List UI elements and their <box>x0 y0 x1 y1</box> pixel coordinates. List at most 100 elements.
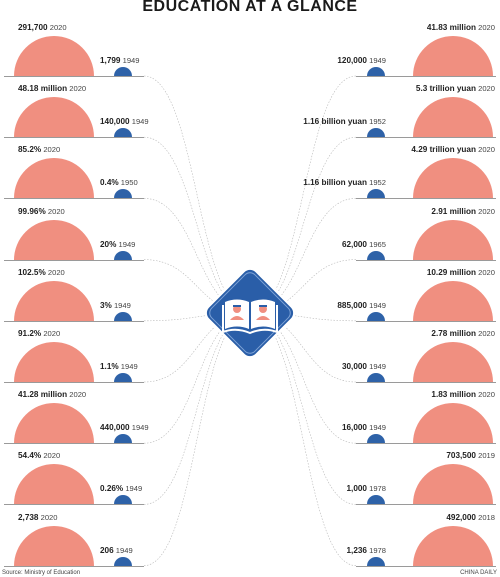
current-year: 2020 <box>67 84 87 94</box>
connector-line <box>143 312 251 444</box>
connector-line <box>249 312 357 505</box>
past-value-label: 0.4% 1950 <box>100 178 138 187</box>
past-value: 1,236 <box>346 545 367 555</box>
connector-line <box>249 75 357 314</box>
current-value: 54.4% <box>18 451 42 461</box>
credit-note: CHINA DAILY <box>460 570 497 576</box>
baseline <box>356 198 496 200</box>
baseline <box>4 320 144 322</box>
current-value: 41.83 million <box>426 23 476 32</box>
past-value-label: 440,000 1949 <box>100 423 149 432</box>
baseline <box>356 259 496 261</box>
current-value-label: 5.3 trillion yuan 2020 <box>416 84 495 93</box>
baseline <box>356 320 496 322</box>
past-value: 885,000 <box>337 300 367 310</box>
past-year: 1949 <box>111 300 131 310</box>
past-value: 30,000 <box>341 362 367 371</box>
past-year: 1978 <box>366 484 386 494</box>
past-year: 1949 <box>118 362 138 371</box>
past-value-label: 1.1% 1949 <box>100 362 138 371</box>
baseline <box>4 259 144 261</box>
past-value-label: 1.16 billion yuan 1952 <box>303 178 386 187</box>
past-value-dome <box>367 495 385 505</box>
baseline <box>4 137 144 139</box>
current-value: 2.78 million <box>431 329 476 338</box>
current-value-label: 91.2% 2020 <box>18 329 60 338</box>
current-year: 2020 <box>41 329 61 338</box>
current-year: 2020 <box>41 145 61 155</box>
past-value-label: 16,000 1949 <box>342 423 386 432</box>
past-year: 1949 <box>116 239 136 249</box>
past-value-label: 1,236 1978 <box>346 546 386 555</box>
current-value: 492,000 <box>446 512 476 522</box>
past-value: 0.4% <box>100 178 119 188</box>
past-value: 1,799 <box>100 56 121 65</box>
past-value-label: 20% 1949 <box>100 240 135 249</box>
current-year: 2020 <box>475 329 495 338</box>
past-value-label: 1.16 billion yuan 1952 <box>303 117 386 126</box>
current-value: 85.2% <box>18 145 42 155</box>
current-value: 99.96% <box>18 206 46 216</box>
past-year: 1949 <box>366 423 386 433</box>
past-value: 16,000 <box>341 423 367 433</box>
current-year: 2019 <box>475 451 495 461</box>
past-year: 1952 <box>366 117 386 127</box>
current-year: 2020 <box>38 512 58 522</box>
past-value-label: 140,000 1949 <box>100 117 149 126</box>
current-value: 2.91 million <box>431 206 476 216</box>
current-value: 1.83 million <box>431 390 476 400</box>
current-value-label: 48.18 million 2020 <box>18 84 86 93</box>
baseline <box>356 565 496 567</box>
past-value-label: 1,000 1978 <box>346 484 386 493</box>
past-value: 62,000 <box>341 239 367 249</box>
past-value-dome <box>367 67 385 76</box>
baseline <box>4 76 144 77</box>
baseline <box>356 76 496 77</box>
current-value: 5.3 trillion yuan <box>415 84 476 94</box>
current-year: 2020 <box>475 206 495 216</box>
page-title: EDUCATION AT A GLANCE <box>142 0 358 15</box>
current-value-label: 4.29 trillion yuan 2020 <box>411 145 495 154</box>
past-value: 0.26% <box>100 484 124 494</box>
past-year: 1949 <box>123 484 143 494</box>
past-value-label: 30,000 1949 <box>342 362 386 371</box>
current-value: 291,700 <box>18 23 48 32</box>
current-value: 2,738 <box>18 512 39 522</box>
current-year: 2020 <box>475 145 495 155</box>
past-value-dome <box>367 556 385 566</box>
past-value-label: 885,000 1949 <box>337 301 386 310</box>
baseline <box>356 504 496 506</box>
past-value-dome <box>114 434 132 444</box>
current-value: 91.2% <box>18 329 42 338</box>
current-value: 48.18 million <box>18 84 68 94</box>
past-year: 1949 <box>113 545 133 555</box>
past-year: 1965 <box>366 239 386 249</box>
baseline <box>4 382 144 383</box>
past-value-dome <box>367 373 385 382</box>
past-value-label: 1,799 1949 <box>100 56 140 65</box>
current-year: 2020 <box>475 390 495 400</box>
current-value: 4.29 trillion yuan <box>411 145 476 155</box>
past-value-label: 206 1949 <box>100 546 133 555</box>
education-book-icon <box>199 262 301 364</box>
current-year: 2020 <box>41 451 61 461</box>
past-value-label: 120,000 1949 <box>337 56 386 65</box>
past-value: 206 <box>100 545 114 555</box>
current-value-label: 85.2% 2020 <box>18 145 60 154</box>
past-year: 1949 <box>120 56 140 65</box>
baseline <box>4 565 144 567</box>
baseline <box>356 137 496 139</box>
past-value-dome <box>114 495 132 505</box>
current-year: 2020 <box>475 23 495 32</box>
current-value-label: 703,500 2019 <box>446 451 495 460</box>
current-year: 2020 <box>67 390 87 400</box>
past-value-label: 3% 1949 <box>100 301 131 310</box>
current-year: 2020 <box>47 23 67 32</box>
connector-line <box>249 312 357 444</box>
connector-line <box>143 75 251 314</box>
source-note: Source: Ministry of Education <box>2 570 81 576</box>
current-value-label: 102.5% 2020 <box>18 268 65 277</box>
current-year: 2020 <box>475 84 495 94</box>
past-value-dome <box>114 128 132 138</box>
current-value-label: 10.29 million 2020 <box>427 268 495 277</box>
